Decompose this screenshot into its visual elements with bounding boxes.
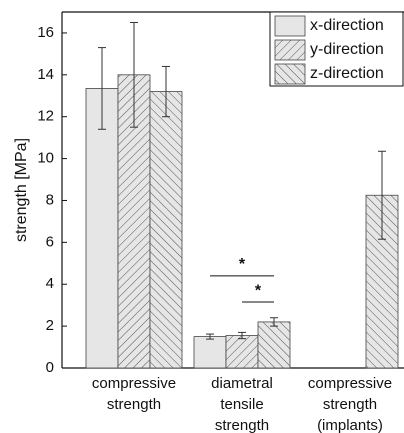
y-tick-label: 4 <box>46 275 54 292</box>
x-tick-label: tensile <box>220 396 263 413</box>
x-tick-label: compressive <box>92 375 176 392</box>
x-tick-label: strength <box>323 396 377 413</box>
bar <box>149 91 183 369</box>
significance-star: * <box>239 256 246 273</box>
y-tick-label: 0 <box>46 359 54 376</box>
legend-label: x-direction <box>310 17 384 34</box>
y-tick-label: 6 <box>46 233 54 250</box>
y-tick-label: 14 <box>37 66 54 83</box>
bar <box>225 335 259 369</box>
legend-swatch <box>274 15 306 37</box>
legend-swatch <box>274 39 306 61</box>
y-tick-label: 2 <box>46 317 54 334</box>
significance-star: * <box>255 282 262 299</box>
x-tick-label: (implants) <box>317 417 383 433</box>
legend-label: z-direction <box>310 65 384 82</box>
x-tick-label: strength <box>215 417 269 433</box>
x-tick-label: diametral <box>211 375 273 392</box>
x-tick-label: strength <box>107 396 161 413</box>
x-tick-label: compressive <box>308 375 392 392</box>
bar <box>257 321 291 369</box>
y-tick-label: 8 <box>46 191 54 208</box>
y-tick-label: 10 <box>37 150 54 167</box>
y-axis-label: strength [MPa] <box>13 138 30 242</box>
bar <box>193 336 227 369</box>
bar <box>85 88 119 369</box>
y-tick-label: 12 <box>37 108 54 125</box>
legend-swatch <box>274 63 306 85</box>
legend-label: y-direction <box>310 41 384 58</box>
y-tick-label: 16 <box>37 24 54 41</box>
